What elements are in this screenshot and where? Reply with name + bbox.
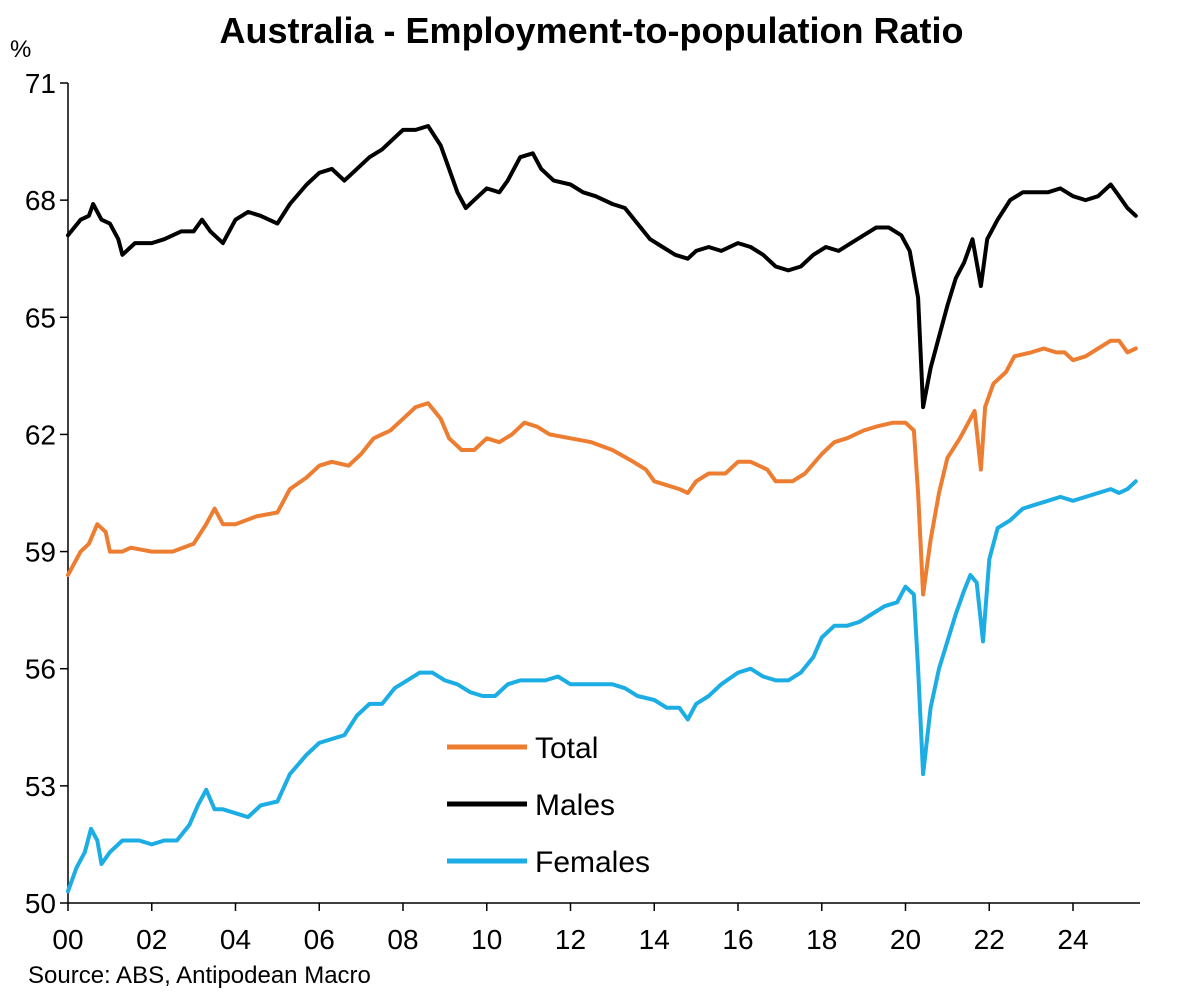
series-line-females xyxy=(66,479,1138,894)
y-tick-label: 68 xyxy=(25,185,56,216)
x-tick-label: 10 xyxy=(471,924,502,955)
y-tick-label: 65 xyxy=(25,302,56,333)
x-tick-label: 08 xyxy=(387,924,418,955)
x-tick-label: 20 xyxy=(890,924,921,955)
y-axis-unit: % xyxy=(10,36,32,63)
x-tick-label: 18 xyxy=(806,924,837,955)
x-tick-label: 22 xyxy=(974,924,1005,955)
x-tick-label: 02 xyxy=(136,924,167,955)
y-tick-label: 71 xyxy=(25,68,56,99)
x-tick-label: 16 xyxy=(722,924,753,955)
legend-label-males: Males xyxy=(535,789,615,822)
x-tick-label: 04 xyxy=(220,924,251,955)
y-tick-label: 62 xyxy=(25,419,56,450)
y-tick-label: 59 xyxy=(25,537,56,568)
series-line-total xyxy=(66,338,1138,597)
legend-label-total: Total xyxy=(535,732,598,765)
x-tick-label: 14 xyxy=(639,924,670,955)
y-tick-label: 56 xyxy=(25,654,56,685)
y-tick-label: 50 xyxy=(25,888,56,919)
y-tick-label: 53 xyxy=(25,771,56,802)
x-tick-label: 06 xyxy=(304,924,335,955)
x-tick-label: 12 xyxy=(555,924,586,955)
series-line-males xyxy=(66,124,1138,410)
source-note: Source: ABS, Antipodean Macro xyxy=(28,962,371,989)
chart-title: Australia - Employment-to-population Rat… xyxy=(219,10,964,51)
legend-label-females: Females xyxy=(535,846,650,879)
x-tick-label: 24 xyxy=(1057,924,1088,955)
x-tick-label: 00 xyxy=(52,924,83,955)
